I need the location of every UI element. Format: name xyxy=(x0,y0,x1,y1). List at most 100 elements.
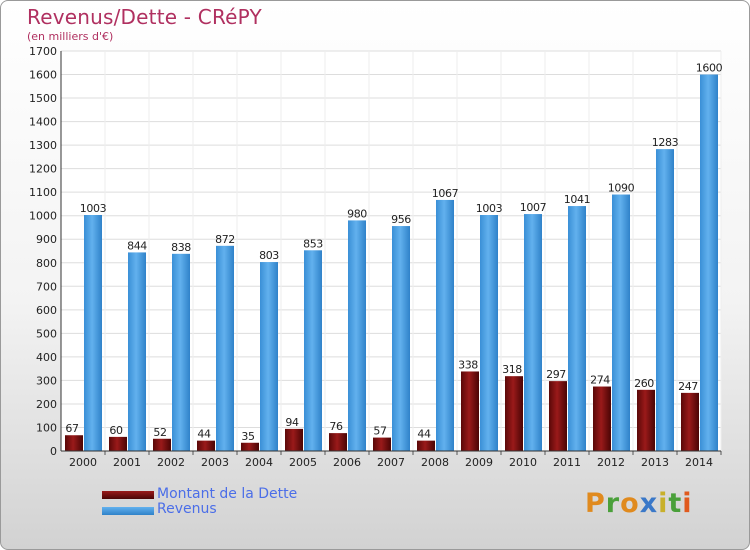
bar-debt xyxy=(329,433,347,451)
x-tick-label: 2011 xyxy=(553,456,581,469)
data-label-debt: 52 xyxy=(153,426,166,439)
logo-letter: i xyxy=(682,488,693,519)
x-tick-label: 2002 xyxy=(157,456,185,469)
data-label-debt: 94 xyxy=(285,416,299,429)
data-label-debt: 60 xyxy=(109,424,123,437)
chart-title: Revenus/Dette - CRéPY xyxy=(27,5,262,29)
y-tick-label: 1400 xyxy=(29,116,57,129)
bar-revenue xyxy=(524,214,542,451)
y-tick-label: 1200 xyxy=(29,163,57,176)
bar-debt xyxy=(593,386,611,451)
bar-revenue xyxy=(216,245,234,451)
data-label-revenue: 980 xyxy=(347,207,367,220)
bar-debt xyxy=(241,442,259,451)
data-label-revenue: 1090 xyxy=(608,182,635,195)
bar-debt xyxy=(65,435,83,451)
x-tick-label: 2008 xyxy=(421,456,449,469)
bar-debt xyxy=(197,440,215,451)
x-tick-label: 2010 xyxy=(509,456,537,469)
y-tick-label: 1500 xyxy=(29,92,57,105)
bar-debt xyxy=(417,440,435,451)
y-tick-label: 100 xyxy=(36,421,57,434)
data-label-debt: 57 xyxy=(373,425,387,438)
x-tick-label: 2009 xyxy=(465,456,493,469)
logo-letter: i xyxy=(658,488,669,519)
bar-revenue xyxy=(568,206,586,451)
bar-revenue xyxy=(172,253,190,451)
bar-debt xyxy=(153,438,171,451)
y-tick-label: 200 xyxy=(36,398,57,411)
y-tick-label: 1000 xyxy=(29,210,57,223)
data-label-debt: 318 xyxy=(502,363,522,376)
x-tick-label: 2005 xyxy=(289,456,317,469)
bar-revenue xyxy=(656,149,674,451)
y-tick-label: 600 xyxy=(36,304,57,317)
x-tick-label: 2013 xyxy=(641,456,669,469)
x-tick-label: 2003 xyxy=(201,456,229,469)
bar-revenue xyxy=(304,250,322,451)
x-tick-label: 2000 xyxy=(69,456,97,469)
data-label-revenue: 853 xyxy=(303,237,323,250)
legend-label-debt: Montant de la Dette xyxy=(157,486,298,502)
legend-swatch-revenue xyxy=(102,507,154,515)
bar-revenue xyxy=(348,220,366,451)
data-label-debt: 35 xyxy=(241,430,255,443)
bar-revenue xyxy=(84,215,102,451)
data-label-revenue: 1067 xyxy=(432,187,459,200)
bar-debt xyxy=(461,371,479,451)
x-tick-label: 2006 xyxy=(333,456,361,469)
bar-revenue xyxy=(128,252,146,451)
data-label-debt: 44 xyxy=(417,428,431,441)
legend-label-revenue: Revenus xyxy=(157,501,217,517)
data-label-debt: 297 xyxy=(546,368,566,381)
bar-revenue xyxy=(392,226,410,451)
x-tick-label: 2004 xyxy=(245,456,273,469)
y-tick-label: 800 xyxy=(36,257,57,270)
bar-revenue xyxy=(260,262,278,451)
y-tick-label: 1700 xyxy=(29,45,57,58)
y-tick-label: 700 xyxy=(36,280,57,293)
data-label-revenue: 1041 xyxy=(564,193,590,206)
bar-debt xyxy=(373,437,391,451)
plot-area xyxy=(61,51,721,451)
y-tick-label: 1100 xyxy=(29,186,57,199)
logo-letter: x xyxy=(639,488,659,519)
data-label-debt: 44 xyxy=(197,428,211,441)
logo-letter: o xyxy=(620,488,640,519)
bar-revenue xyxy=(436,199,454,451)
y-tick-label: 1600 xyxy=(29,69,57,82)
x-tick-label: 2012 xyxy=(597,456,625,469)
bar-debt xyxy=(505,376,523,451)
chart-subtitle: (en milliers d'€) xyxy=(27,30,114,43)
y-tick-label: 1300 xyxy=(29,139,57,152)
logo-letter: P xyxy=(585,488,606,519)
bar-debt xyxy=(681,392,699,451)
bar-debt xyxy=(637,389,655,451)
data-label-revenue: 956 xyxy=(391,213,411,226)
y-tick-label: 500 xyxy=(36,327,57,340)
data-label-debt: 76 xyxy=(329,420,343,433)
bar-debt xyxy=(549,381,567,451)
x-tick-label: 2001 xyxy=(113,456,141,469)
y-tick-label: 900 xyxy=(36,233,57,246)
proxiti-logo: Proxiti xyxy=(585,488,693,519)
bar-revenue xyxy=(700,74,718,451)
logo-letter: t xyxy=(668,488,683,519)
y-tick-label: 300 xyxy=(36,374,57,387)
data-label-revenue: 1600 xyxy=(696,62,723,75)
data-label-debt: 247 xyxy=(678,380,698,393)
data-label-debt: 260 xyxy=(634,377,654,390)
data-label-revenue: 803 xyxy=(259,249,279,262)
data-label-debt: 67 xyxy=(65,422,79,435)
data-label-revenue: 838 xyxy=(171,241,191,254)
bar-debt xyxy=(109,436,127,451)
y-tick-label: 0 xyxy=(50,445,57,458)
data-label-revenue: 1283 xyxy=(652,136,679,149)
y-tick-label: 400 xyxy=(36,351,57,364)
logo-letter: r xyxy=(605,488,621,519)
data-label-revenue: 872 xyxy=(215,233,235,246)
bar-revenue xyxy=(612,194,630,451)
bar-revenue xyxy=(480,215,498,451)
